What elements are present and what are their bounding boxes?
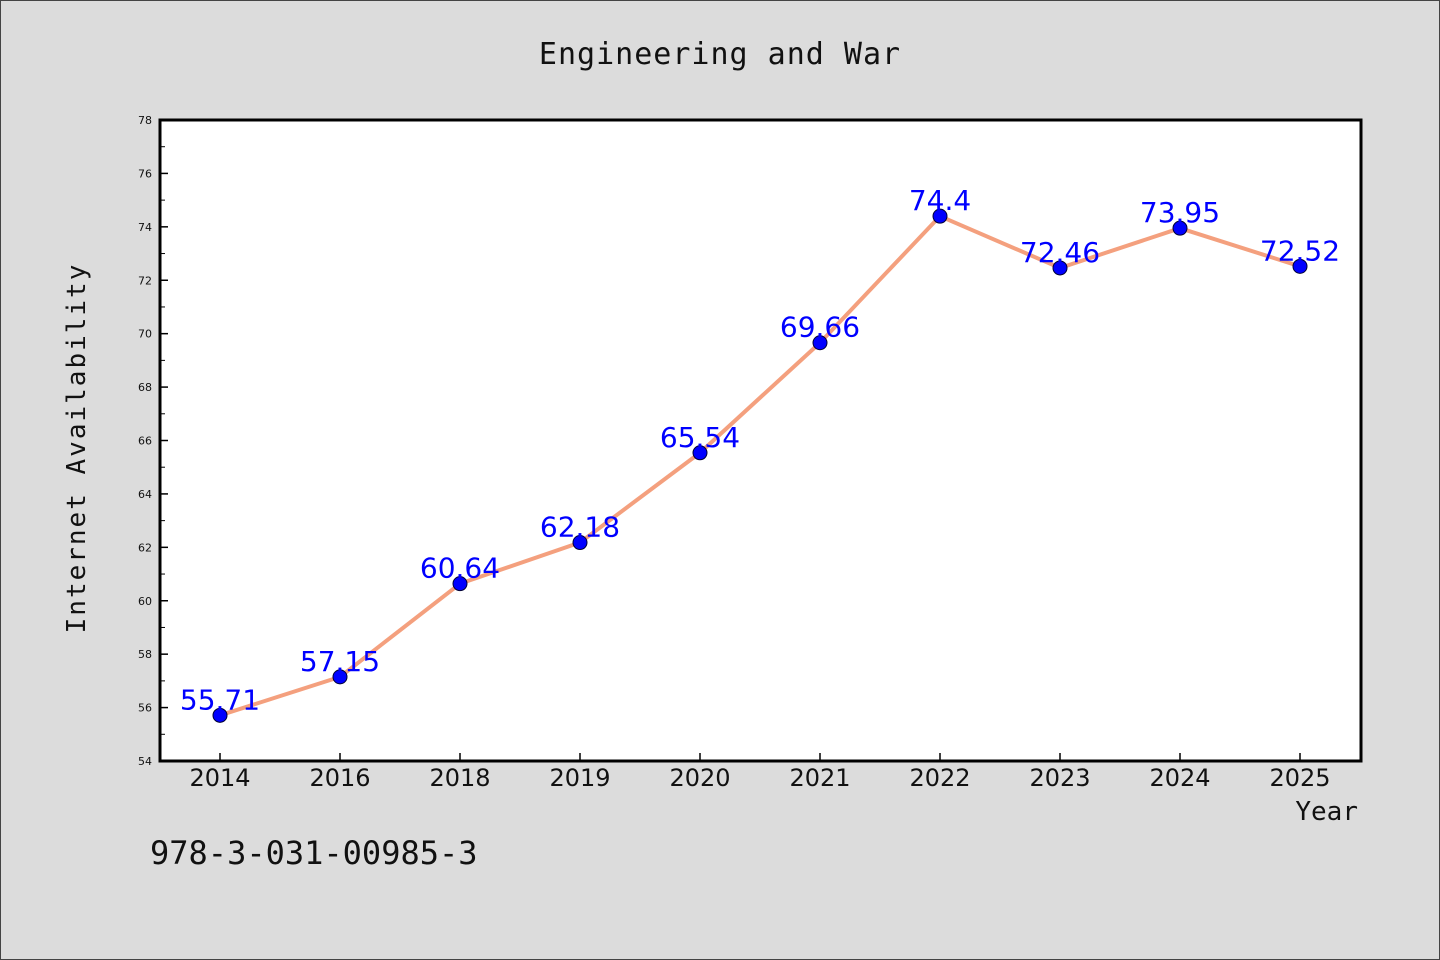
chart-title: Engineering and War [539, 37, 901, 72]
x-tick-label-2016: 2016 [309, 764, 370, 792]
data-point-2023 [1052, 260, 1068, 276]
series-line [219, 214, 1301, 718]
markers-group [212, 208, 1308, 723]
y-axis-label: Internet Availability [62, 263, 92, 634]
data-label-2018: 60.64 [420, 552, 500, 585]
data-label-2016: 57.15 [300, 645, 380, 678]
y-tick-label-62: 62 [138, 541, 152, 554]
plot-area [158, 118, 1363, 763]
x-tick-label-2018: 2018 [429, 764, 490, 792]
data-point-2021 [812, 335, 828, 351]
y-tick-label-76: 76 [138, 167, 152, 180]
data-label-2021: 69.66 [780, 311, 860, 344]
data-point-2019 [572, 535, 588, 551]
x-tick-label-2019: 2019 [549, 764, 610, 792]
y-tick-label-78: 78 [138, 114, 152, 127]
data-labels-group: 55.71 57.15 60.64 62.18 65.54 69.66 74.4 72.46 7… [180, 184, 1340, 716]
x-tick-label-2021: 2021 [789, 764, 850, 792]
x-tick-label-2014: 2014 [189, 764, 250, 792]
data-label-2022: 74.4 [909, 184, 971, 217]
data-label-2019: 62.18 [540, 511, 620, 544]
y-tick-label-68: 68 [138, 381, 152, 394]
data-label-2023: 72.46 [1020, 236, 1100, 269]
series-line-group [219, 214, 1301, 718]
data-point-2018 [452, 576, 468, 592]
x-tick-label-2023: 2023 [1029, 764, 1090, 792]
y-tick-label-66: 66 [138, 435, 152, 448]
y-tick-label-64: 64 [138, 488, 152, 501]
y-tick-label-70: 70 [138, 328, 152, 341]
isbn-footer-text: 978-3-031-00985-3 [150, 834, 478, 872]
data-point-2016 [332, 669, 348, 685]
x-tick-label-2020: 2020 [669, 764, 730, 792]
x-tick-label-2022: 2022 [909, 764, 970, 792]
y-tick-label-54: 54 [138, 755, 152, 768]
data-point-2024 [1172, 220, 1188, 236]
data-point-2014 [212, 707, 228, 723]
y-tick-label-72: 72 [138, 274, 152, 287]
y-tick-label-60: 60 [138, 595, 152, 608]
y-tick-label-74: 74 [138, 221, 152, 234]
y-tick-label-58: 58 [138, 648, 152, 661]
x-axis: 2014 2016 2018 2019 2020 2021 2022 2023 2024 2025 [189, 753, 1331, 792]
y-tick-label-56: 56 [138, 702, 152, 715]
data-label-2025: 72.52 [1260, 234, 1340, 267]
data-point-2022 [932, 208, 948, 224]
data-label-2024: 73.95 [1140, 196, 1220, 229]
data-label-2020: 65.54 [660, 421, 740, 454]
y-axis: 54 56 58 60 62 64 66 68 70 72 74 76 78 [138, 114, 168, 768]
x-tick-label-2025: 2025 [1269, 764, 1330, 792]
x-tick-label-2024: 2024 [1149, 764, 1210, 792]
data-label-2014: 55.71 [180, 683, 260, 716]
data-point-2020 [692, 445, 708, 461]
x-axis-label: Year [1295, 797, 1358, 827]
data-point-2025 [1292, 258, 1308, 274]
